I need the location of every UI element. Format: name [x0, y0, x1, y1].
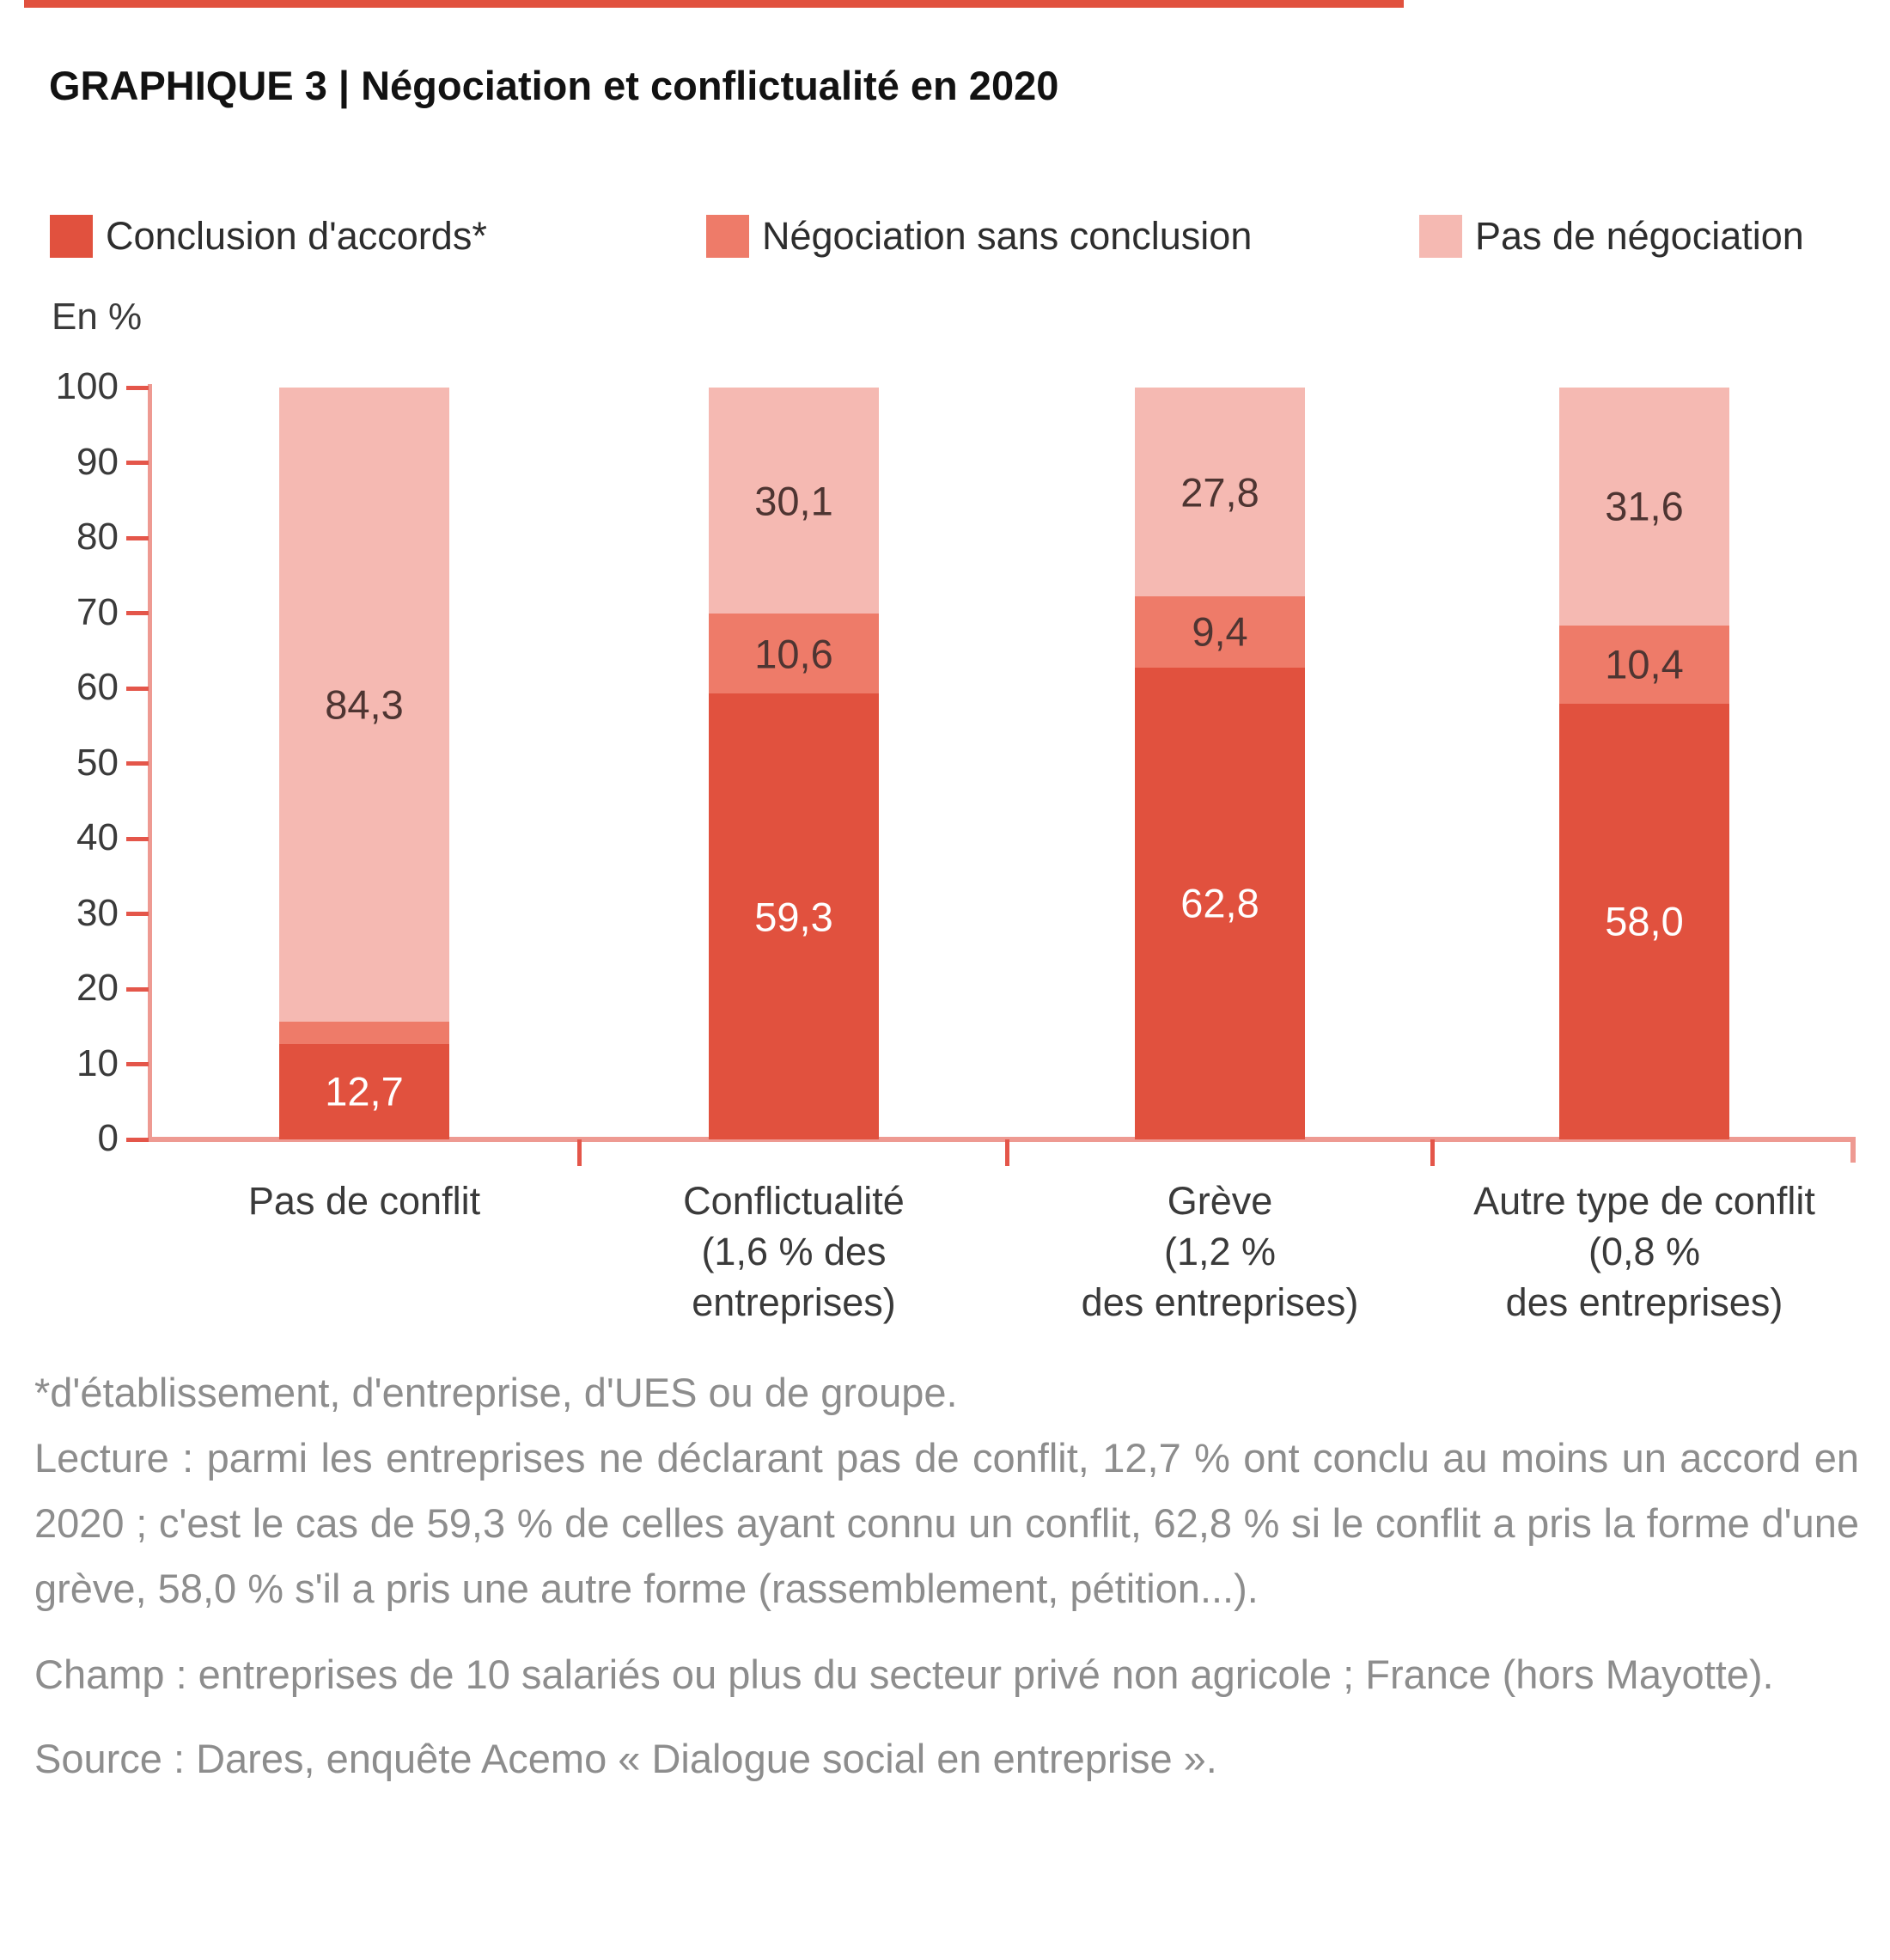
y-tick-mark — [126, 385, 149, 390]
legend-item-conclusion: Conclusion d'accords* — [50, 214, 487, 259]
y-tick-mark — [126, 535, 149, 540]
bar-value-label: 58,0 — [1605, 898, 1684, 944]
x-axis-end-tick — [1850, 1137, 1856, 1163]
category-label-line: (0,8 % — [1588, 1230, 1701, 1273]
bar-segment — [1135, 388, 1305, 597]
legend-item-pas-de-negociation: Pas de négociation — [1419, 214, 1804, 259]
bar-value-label: 59,3 — [754, 894, 833, 940]
bar-segment — [279, 1043, 449, 1139]
legend-swatch-conclusion — [50, 215, 93, 258]
y-tick-mark — [126, 761, 149, 766]
bar-segment — [1559, 625, 1729, 704]
category-label: Grève (1,2 % des entreprises) — [997, 1175, 1443, 1328]
bar-segment — [279, 1021, 449, 1044]
bar-segment — [709, 614, 879, 694]
bar-value-label: 30,1 — [754, 478, 833, 524]
y-tick-mark — [126, 912, 149, 916]
bar-segment — [709, 388, 879, 614]
legend-label: Pas de négociation — [1475, 214, 1804, 258]
category-label: Autre type de conflit (0,8 % des entrepris… — [1421, 1175, 1868, 1328]
y-tick-label: 60 — [76, 666, 119, 708]
bar-value-label: 31,6 — [1605, 483, 1684, 529]
note-source: Source : Dares, enquête Acemo « Dialogue… — [34, 1736, 1217, 1781]
category-label-line: entreprises) — [692, 1280, 896, 1324]
legend-swatch-pas-de-negociation — [1419, 215, 1462, 258]
legend-label: Négociation sans conclusion — [762, 214, 1253, 258]
category-label-line: (1,6 % des — [701, 1230, 887, 1273]
top-red-rule — [24, 0, 1404, 8]
legend-swatch-negociation-sans-conclusion — [706, 215, 749, 258]
bar-segment — [1559, 388, 1729, 626]
y-tick-label: 70 — [76, 590, 119, 633]
y-tick-label: 90 — [76, 440, 119, 483]
x-divider-tick — [1004, 1139, 1009, 1166]
note-champ: Champ : entreprises de 10 salariés ou pl… — [34, 1652, 1774, 1697]
notes-block: *d'établissement, d'entreprise, d'UES ou… — [34, 1360, 1859, 1792]
y-tick-mark — [126, 461, 149, 465]
category-label-line: des entreprises) — [1505, 1280, 1783, 1324]
y-tick-mark — [126, 1062, 149, 1066]
category-label-line: Grève — [1167, 1179, 1273, 1223]
category-label-line: (1,2 % — [1163, 1230, 1277, 1273]
bar-value-label: 10,4 — [1605, 641, 1684, 687]
y-tick-label: 50 — [76, 741, 119, 784]
y-tick-label: 100 — [55, 365, 119, 407]
note-lecture: Lecture : parmi les entreprises ne décla… — [34, 1435, 1859, 1611]
category-label-line: Pas de conflit — [247, 1179, 481, 1223]
y-tick-mark — [126, 611, 149, 615]
y-tick-label: 10 — [76, 1041, 119, 1084]
bar-segment — [279, 388, 449, 1022]
x-divider-tick — [576, 1139, 582, 1166]
legend-item-negociation-sans-conclusion: Négociation sans conclusion — [706, 214, 1252, 259]
y-tick-label: 40 — [76, 816, 119, 858]
y-tick-mark — [126, 986, 149, 992]
category-label-line: Conflictualité — [683, 1179, 905, 1223]
y-tick-label: 20 — [76, 967, 119, 1009]
y-axis-unit-label: En % — [52, 296, 143, 338]
y-tick-mark — [126, 1137, 149, 1142]
bar-value-label: 10,6 — [754, 631, 833, 677]
x-divider-tick — [1430, 1139, 1435, 1166]
category-label-line: Autre type de conflit — [1473, 1179, 1815, 1223]
y-tick-label: 80 — [76, 516, 119, 558]
bar-value-label: 62,8 — [1180, 880, 1259, 926]
bar-segment — [709, 693, 879, 1139]
bar-value-label: 9,4 — [1192, 608, 1248, 655]
legend-label: Conclusion d'accords* — [106, 214, 487, 258]
bar-value-label: 27,8 — [1180, 469, 1259, 516]
bar-segment — [1559, 703, 1729, 1139]
category-label: Pas de conflit — [141, 1175, 588, 1226]
bar-value-label: 84,3 — [325, 681, 404, 728]
y-tick-label: 30 — [76, 891, 119, 934]
y-tick-mark — [126, 836, 149, 841]
bar-segment — [1135, 667, 1305, 1139]
category-label: Conflictualité (1,6 % des entreprises) — [570, 1175, 1017, 1328]
category-label-line: des entreprises) — [1081, 1280, 1359, 1324]
y-tick-label: 0 — [97, 1117, 119, 1159]
footnote-asterisk: *d'établissement, d'entreprise, d'UES ou… — [34, 1370, 958, 1415]
y-axis-line — [148, 384, 152, 1142]
bar-value-label: 12,7 — [325, 1068, 404, 1114]
y-tick-mark — [126, 686, 149, 691]
x-axis-line — [148, 1137, 1856, 1142]
bar-segment — [1135, 596, 1305, 668]
chart-title: GRAPHIQUE 3 | Négociation et conflictual… — [49, 63, 1059, 108]
